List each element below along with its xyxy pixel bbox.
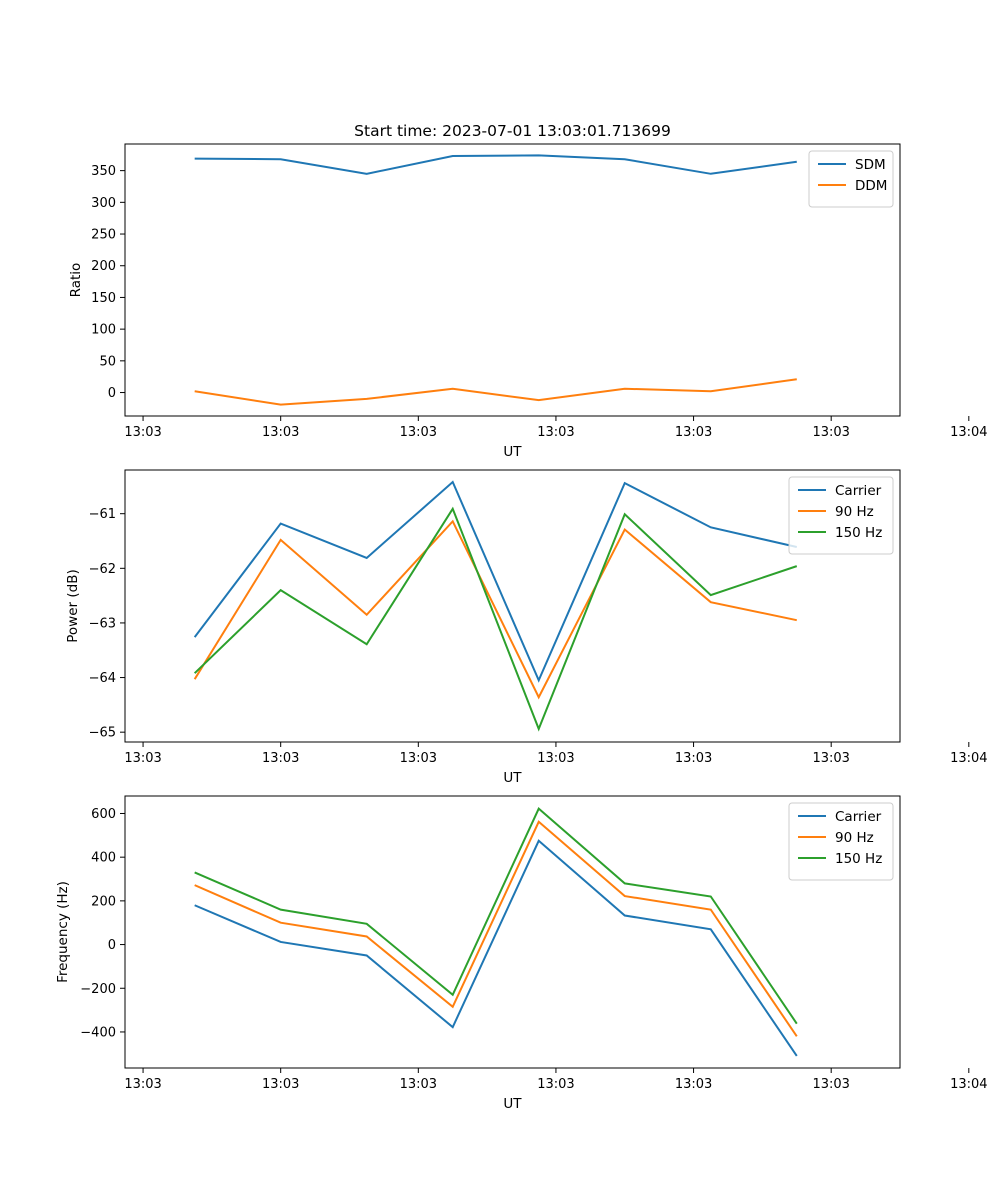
series-line-150-hz — [194, 807, 798, 1025]
legend-frame — [788, 476, 894, 555]
legend-label: 90 Hz — [835, 830, 874, 846]
y-tick-label: 0 — [108, 386, 116, 401]
x-tick-label: 13:03 — [537, 751, 574, 766]
y-tick-label: 50 — [99, 354, 116, 369]
series-line-90-hz — [193, 519, 797, 700]
y-tick-label: 100 — [91, 323, 116, 338]
y-tick-label: −63 — [89, 616, 116, 631]
legend-label: Carrier — [835, 483, 882, 499]
x-tick-label: 13:03 — [124, 1077, 161, 1092]
x-axis-label: UT — [503, 770, 522, 786]
chart-panel-1: 13:03 13:03 13:03 13:03 13:03 13:03 13:04 0 50 10… — [68, 143, 988, 460]
chart-title: Start time: 2023-07-01 13:03:01.713699 — [354, 122, 671, 140]
chart-panel-3: 13:03 13:03 13:03 13:03 13:03 13:03 13:04 −400 −… — [55, 795, 988, 1112]
series-line-sdm — [194, 154, 797, 175]
y-tick-label: 400 — [91, 851, 116, 866]
legend: Carrier 90 Hz 150 Hz — [788, 802, 894, 881]
legend-label: 150 Hz — [835, 851, 882, 867]
x-tick-label: 13:03 — [812, 425, 849, 440]
x-tick-label: 13:03 — [812, 1077, 849, 1092]
x-tick-label: 13:04 — [950, 751, 987, 766]
x-tick-label: 13:03 — [537, 425, 574, 440]
series-line-150-hz — [193, 506, 798, 732]
y-axis-label: Ratio — [68, 263, 84, 298]
y-tick-label: 300 — [91, 196, 116, 211]
series-line-ddm — [194, 378, 797, 406]
x-tick-label: 13:03 — [812, 751, 849, 766]
legend-frame — [788, 802, 894, 881]
y-axis-label: Power (dB) — [65, 569, 81, 642]
x-tick-label: 13:03 — [537, 1077, 574, 1092]
x-tick-label: 13:04 — [950, 425, 987, 440]
series-line-90-hz — [194, 820, 798, 1037]
x-tick-label: 13:03 — [262, 1077, 299, 1092]
chart-panel-2: 13:03 13:03 13:03 13:03 13:03 13:03 13:04 −65 −6… — [65, 469, 988, 786]
x-axis-label: UT — [503, 444, 522, 460]
x-tick-label: 13:03 — [400, 1077, 437, 1092]
y-tick-label: 200 — [91, 259, 116, 274]
x-tick-label: 13:03 — [124, 751, 161, 766]
y-tick-label: 350 — [91, 164, 116, 179]
y-axis-label: Frequency (Hz) — [55, 881, 71, 983]
x-tick-label: 13:03 — [262, 425, 299, 440]
x-tick-label: 13:03 — [262, 751, 299, 766]
legend: SDM DDM — [808, 150, 894, 208]
y-tick-label: 150 — [91, 291, 116, 306]
y-tick-label: 600 — [91, 807, 116, 822]
series-line-carrier — [194, 839, 798, 1057]
legend-label: SDM — [855, 157, 886, 173]
axes-frame — [124, 795, 901, 1069]
axes-frame — [124, 143, 901, 417]
x-tick-label: 13:03 — [675, 1077, 712, 1092]
x-axis-label: UT — [503, 1096, 522, 1112]
x-tick-label: 13:03 — [124, 425, 161, 440]
y-tick-label: −400 — [80, 1025, 116, 1040]
x-tick-label: 13:03 — [675, 425, 712, 440]
legend: Carrier 90 Hz 150 Hz — [788, 476, 894, 555]
y-tick-label: −65 — [89, 726, 116, 741]
x-tick-label: 13:03 — [400, 751, 437, 766]
x-tick-label: 13:03 — [400, 425, 437, 440]
y-tick-label: −61 — [89, 507, 116, 522]
y-tick-label: 0 — [108, 938, 116, 953]
y-tick-label: −64 — [89, 671, 116, 686]
x-tick-label: 13:03 — [675, 751, 712, 766]
legend-label: 150 Hz — [835, 525, 882, 541]
y-tick-label: −200 — [80, 982, 116, 997]
panels: 13:03 13:03 13:03 13:03 13:03 13:03 13:04 0 50 10… — [55, 143, 988, 1112]
legend-label: DDM — [855, 178, 887, 194]
legend-label: 90 Hz — [835, 504, 874, 520]
series-line-carrier — [193, 480, 798, 683]
axes-frame — [124, 469, 901, 743]
legend-label: Carrier — [835, 809, 882, 825]
x-tick-label: 13:04 — [950, 1077, 987, 1092]
y-tick-label: 200 — [91, 894, 116, 909]
y-tick-label: −62 — [89, 562, 116, 577]
y-tick-label: 250 — [91, 228, 116, 243]
